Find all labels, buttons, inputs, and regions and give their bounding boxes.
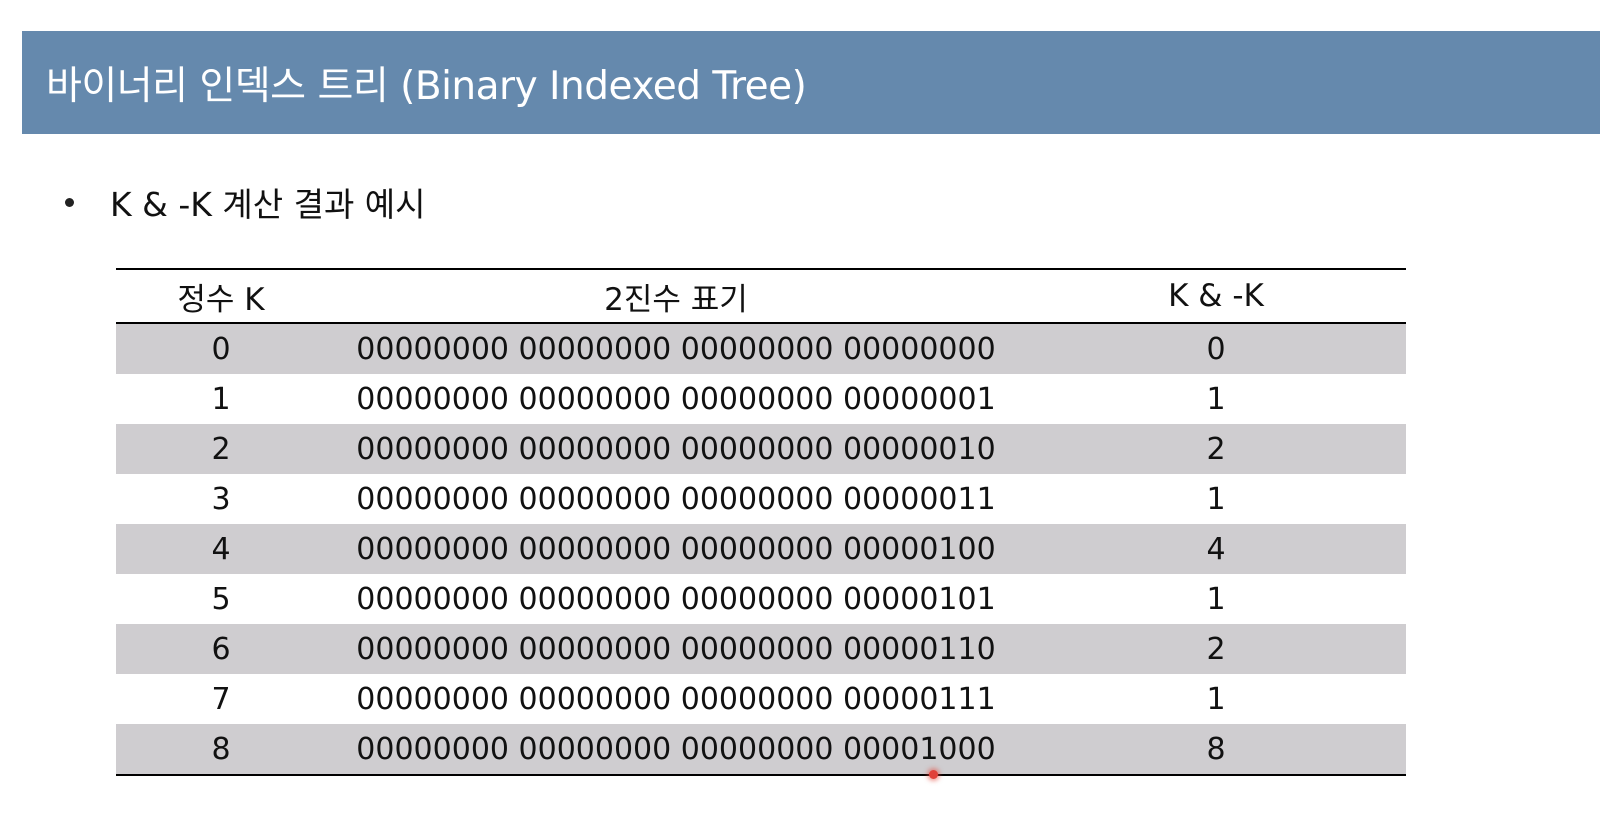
cell-result: 8: [1206, 731, 1226, 767]
cell-k: 4: [211, 531, 231, 567]
cell-k: 0: [211, 331, 231, 367]
cell-binary: 00000000 00000000 00000000 00000010: [356, 431, 996, 467]
cell-binary: 00000000 00000000 00000000 00000110: [356, 631, 996, 667]
table-row: 4 00000000 00000000 00000000 00000100 4: [116, 524, 1406, 574]
cell-k: 5: [211, 581, 231, 617]
cell-result: 1: [1206, 481, 1226, 517]
bullet-item: K & -K 계산 결과 예시: [60, 178, 426, 226]
table-row: 0 00000000 00000000 00000000 00000000 0: [116, 323, 1406, 374]
laser-pointer-icon: [929, 770, 938, 779]
cell-binary: 00000000 00000000 00000000 00001000: [356, 731, 996, 767]
bullet-icon: [65, 197, 74, 207]
table-row: 6 00000000 00000000 00000000 00000110 2: [116, 624, 1406, 674]
table-row: 5 00000000 00000000 00000000 00000101 1: [116, 574, 1406, 624]
bullet-text: K & -K 계산 결과 예시: [110, 185, 426, 224]
slide-title: 바이너리 인덱스 트리 (Binary Indexed Tree): [46, 63, 807, 109]
results-table: 정수 K 2진수 표기 K & -K 0 00000000 00000000 0…: [116, 268, 1406, 776]
cell-result: 2: [1206, 631, 1226, 667]
header-binary: 2진수 표기: [604, 281, 748, 318]
cell-k: 3: [211, 481, 231, 517]
cell-result: 4: [1206, 531, 1226, 567]
table-row: 3 00000000 00000000 00000000 00000011 1: [116, 474, 1406, 524]
cell-binary: 00000000 00000000 00000000 00000111: [356, 681, 996, 717]
cell-binary: 00000000 00000000 00000000 00000001: [356, 381, 996, 417]
cell-binary: 00000000 00000000 00000000 00000000: [356, 331, 996, 367]
cell-result: 1: [1206, 681, 1226, 717]
results-table-container: 정수 K 2진수 표기 K & -K 0 00000000 00000000 0…: [116, 268, 1406, 776]
table-row: 7 00000000 00000000 00000000 00000111 1: [116, 674, 1406, 724]
header-integer-k: 정수 K: [177, 281, 265, 318]
cell-binary: 00000000 00000000 00000000 00000100: [356, 531, 996, 567]
cell-k: 2: [211, 431, 231, 467]
cell-k: 6: [211, 631, 231, 667]
table-header-row: 정수 K 2진수 표기 K & -K: [116, 269, 1406, 323]
header-k-and-neg-k: K & -K: [1168, 278, 1264, 314]
cell-binary: 00000000 00000000 00000000 00000011: [356, 481, 996, 517]
title-bar: 바이너리 인덱스 트리 (Binary Indexed Tree): [22, 31, 1600, 134]
cell-k: 8: [211, 731, 231, 767]
cell-k: 7: [211, 681, 231, 717]
table-row: 1 00000000 00000000 00000000 00000001 1: [116, 374, 1406, 424]
cell-k: 1: [211, 381, 231, 417]
cell-binary: 00000000 00000000 00000000 00000101: [356, 581, 996, 617]
cell-result: 0: [1206, 331, 1226, 367]
cell-result: 1: [1206, 381, 1226, 417]
table-row: 2 00000000 00000000 00000000 00000010 2: [116, 424, 1406, 474]
table-row: 8 00000000 00000000 00000000 00001000 8: [116, 724, 1406, 775]
cell-result: 2: [1206, 431, 1226, 467]
cell-result: 1: [1206, 581, 1226, 617]
